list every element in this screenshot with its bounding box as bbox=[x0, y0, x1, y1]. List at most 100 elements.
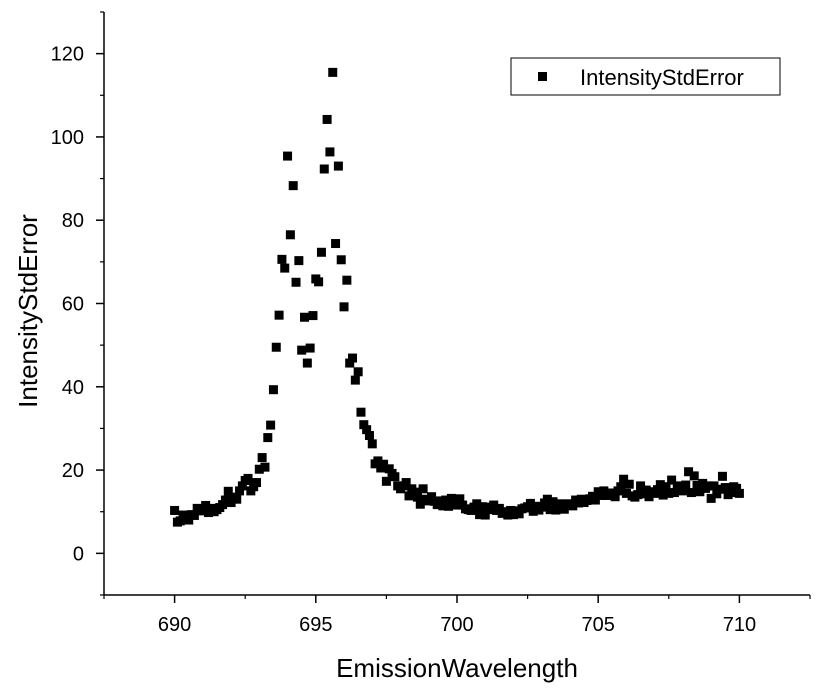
data-point bbox=[232, 494, 242, 504]
data-point bbox=[435, 496, 445, 506]
y-tick-label: 20 bbox=[62, 460, 84, 482]
data-point bbox=[257, 453, 267, 463]
data-point bbox=[384, 464, 394, 474]
data-point bbox=[734, 488, 744, 498]
data-point bbox=[381, 476, 391, 486]
y-tick-label: 40 bbox=[62, 377, 84, 399]
data-point bbox=[452, 500, 462, 510]
legend-label: IntensityStdError bbox=[580, 65, 744, 90]
data-point bbox=[348, 353, 358, 363]
data-point bbox=[237, 481, 247, 491]
data-point bbox=[201, 500, 211, 510]
data-point bbox=[305, 343, 315, 353]
data-point bbox=[669, 488, 679, 498]
data-point bbox=[308, 311, 318, 321]
data-point bbox=[342, 275, 352, 285]
data-point bbox=[706, 493, 716, 503]
data-point bbox=[353, 367, 363, 377]
data-point bbox=[319, 164, 329, 174]
data-point bbox=[288, 181, 298, 191]
data-point bbox=[494, 503, 504, 513]
data-point bbox=[655, 480, 665, 490]
data-point bbox=[316, 247, 326, 257]
data-point bbox=[263, 433, 273, 443]
data-point bbox=[235, 486, 245, 496]
data-point bbox=[333, 161, 343, 171]
data-point bbox=[226, 498, 236, 508]
data-point bbox=[367, 439, 377, 449]
data-point bbox=[712, 489, 722, 499]
data-point bbox=[698, 478, 708, 488]
data-point bbox=[686, 488, 696, 498]
data-point bbox=[291, 277, 301, 287]
data-point bbox=[477, 502, 487, 512]
data-point bbox=[184, 515, 194, 525]
data-point bbox=[455, 494, 465, 504]
y-tick-label: 100 bbox=[51, 127, 84, 149]
data-point bbox=[717, 471, 727, 481]
x-tick-label: 690 bbox=[158, 614, 191, 636]
data-point bbox=[404, 491, 414, 501]
data-point bbox=[616, 482, 626, 492]
data-point bbox=[678, 486, 688, 496]
data-point bbox=[644, 492, 654, 502]
data-point bbox=[514, 509, 524, 519]
data-point bbox=[621, 488, 631, 498]
data-point bbox=[664, 488, 674, 498]
data-point bbox=[475, 510, 485, 520]
data-point bbox=[715, 484, 725, 494]
data-point bbox=[314, 277, 324, 287]
data-points bbox=[170, 67, 744, 527]
data-point bbox=[590, 495, 600, 505]
x-tick-label: 710 bbox=[723, 614, 756, 636]
data-point bbox=[362, 425, 372, 435]
data-point bbox=[345, 358, 355, 368]
data-point bbox=[300, 312, 309, 322]
x-tick-label: 705 bbox=[582, 614, 615, 636]
data-point bbox=[653, 485, 662, 495]
data-point bbox=[480, 510, 490, 520]
y-tick-label: 0 bbox=[73, 543, 84, 565]
x-tick-label: 695 bbox=[299, 614, 332, 636]
data-point bbox=[325, 147, 335, 157]
data-point bbox=[703, 481, 713, 491]
data-point bbox=[503, 510, 513, 520]
legend: IntensityStdError bbox=[510, 57, 781, 96]
data-point bbox=[331, 239, 341, 249]
data-point bbox=[302, 358, 312, 368]
data-point bbox=[726, 488, 736, 498]
data-point bbox=[438, 501, 448, 511]
data-point bbox=[356, 407, 366, 417]
data-point bbox=[667, 475, 677, 485]
y-tick-label: 60 bbox=[62, 294, 84, 316]
data-point bbox=[418, 484, 428, 494]
data-point bbox=[720, 483, 730, 493]
data-point bbox=[274, 310, 284, 320]
data-point bbox=[489, 500, 499, 510]
data-point bbox=[441, 495, 451, 505]
data-point bbox=[252, 478, 261, 488]
data-point bbox=[551, 505, 561, 515]
data-point bbox=[661, 482, 671, 492]
data-point bbox=[596, 490, 606, 500]
data-point bbox=[636, 481, 646, 491]
data-point bbox=[446, 493, 456, 503]
data-point bbox=[695, 487, 705, 497]
data-point bbox=[624, 479, 634, 489]
data-point bbox=[709, 481, 719, 491]
x-tick-label: 700 bbox=[440, 614, 473, 636]
data-point bbox=[175, 516, 185, 526]
data-point bbox=[379, 459, 389, 469]
data-point bbox=[681, 480, 691, 490]
data-point bbox=[243, 473, 253, 483]
data-point bbox=[401, 478, 411, 488]
data-point bbox=[277, 254, 287, 264]
data-point bbox=[285, 230, 295, 240]
data-point bbox=[410, 487, 420, 497]
data-point bbox=[328, 67, 338, 77]
data-point bbox=[266, 420, 276, 430]
data-point bbox=[559, 504, 569, 514]
data-point bbox=[732, 483, 742, 493]
data-point bbox=[271, 342, 281, 352]
